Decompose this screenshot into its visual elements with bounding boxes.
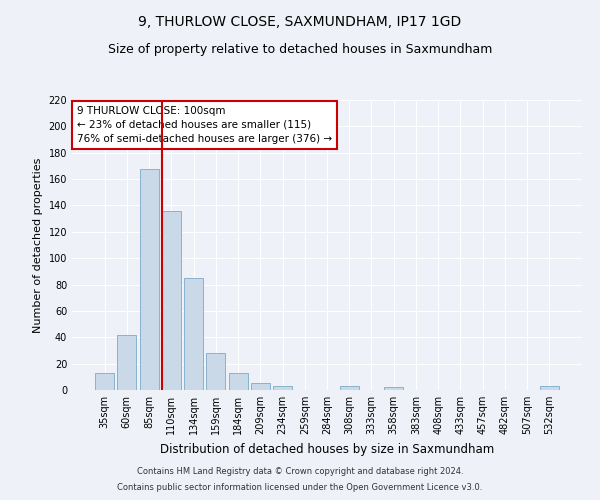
Bar [540,386,559,390]
Bar [384,388,403,390]
Text: 9 THURLOW CLOSE: 100sqm
← 23% of detached houses are smaller (115)
76% of semi-d: 9 THURLOW CLOSE: 100sqm ← 23% of detache… [77,106,332,144]
Bar [162,210,181,390]
Bar [95,373,114,390]
Bar [340,386,359,390]
Text: 9, THURLOW CLOSE, SAXMUNDHAM, IP17 1GD: 9, THURLOW CLOSE, SAXMUNDHAM, IP17 1GD [139,15,461,29]
Bar [140,168,158,390]
Bar [118,334,136,390]
Text: Size of property relative to detached houses in Saxmundham: Size of property relative to detached ho… [108,42,492,56]
Text: Contains public sector information licensed under the Open Government Licence v3: Contains public sector information licen… [118,484,482,492]
Bar [251,384,270,390]
Text: Contains HM Land Registry data © Crown copyright and database right 2024.: Contains HM Land Registry data © Crown c… [137,467,463,476]
Bar [273,386,292,390]
Bar [229,373,248,390]
Bar [206,353,225,390]
X-axis label: Distribution of detached houses by size in Saxmundham: Distribution of detached houses by size … [160,442,494,456]
Y-axis label: Number of detached properties: Number of detached properties [33,158,43,332]
Bar [184,278,203,390]
